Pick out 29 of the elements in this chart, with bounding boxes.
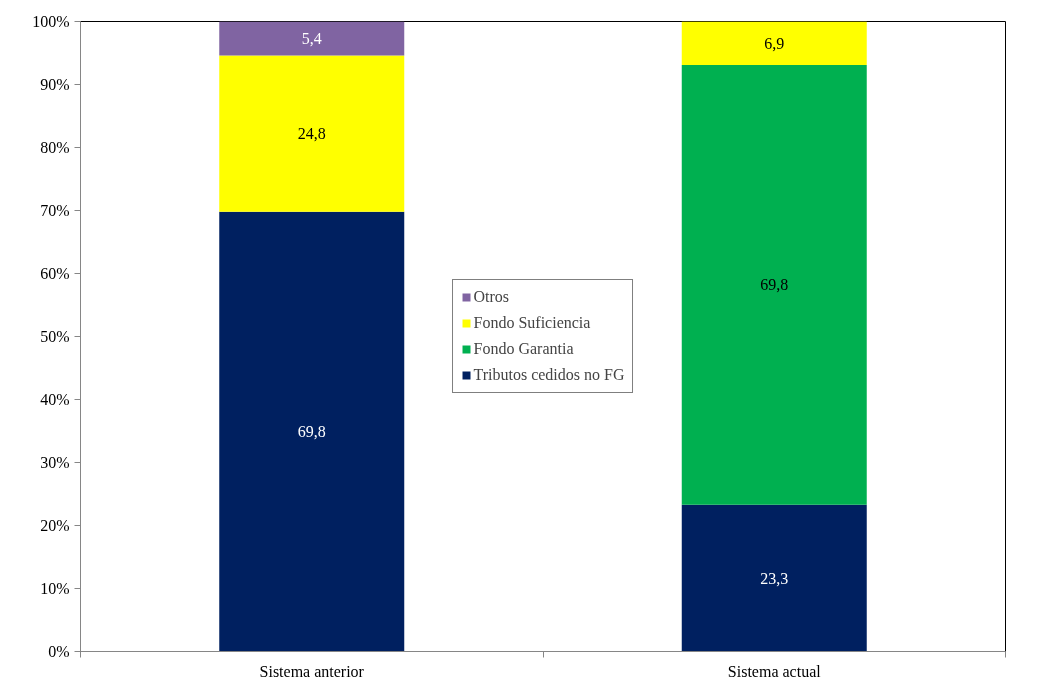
legend-label: Fondo Garantia xyxy=(473,340,574,358)
y-tick-label: 10% xyxy=(40,580,70,597)
data-label: 69,8 xyxy=(297,423,326,441)
bar xyxy=(219,211,405,652)
bar xyxy=(681,504,867,652)
y-tick-label: 100% xyxy=(32,13,70,30)
data-label: 69,8 xyxy=(760,276,789,294)
data-label: 24,8 xyxy=(297,125,326,143)
bar xyxy=(681,64,867,505)
y-tick-label: 90% xyxy=(40,76,70,93)
y-tick-label: 80% xyxy=(40,139,70,156)
bar xyxy=(219,21,405,56)
y-tick-label: 40% xyxy=(40,391,70,408)
y-tick-label: 70% xyxy=(40,202,70,219)
y-tick-label: 20% xyxy=(40,517,70,534)
data-label: 23,3 xyxy=(760,569,789,587)
bar xyxy=(681,21,867,65)
data-label: 5,4 xyxy=(301,30,322,48)
x-tick-label: Sistema actual xyxy=(727,662,822,680)
bar xyxy=(219,55,405,212)
y-tick-label: 30% xyxy=(40,454,70,471)
x-tick-label: Sistema anterior xyxy=(259,662,365,680)
legend-label: Fondo Suficiencia xyxy=(473,314,591,332)
y-tick-label: 60% xyxy=(40,265,70,282)
legend-label: Tributos cedidos no FG xyxy=(473,366,625,384)
y-tick-label: 50% xyxy=(40,328,70,345)
data-label: 6,9 xyxy=(764,34,785,52)
y-tick-label: 0% xyxy=(48,643,70,660)
legend-label: Otros xyxy=(473,288,510,306)
